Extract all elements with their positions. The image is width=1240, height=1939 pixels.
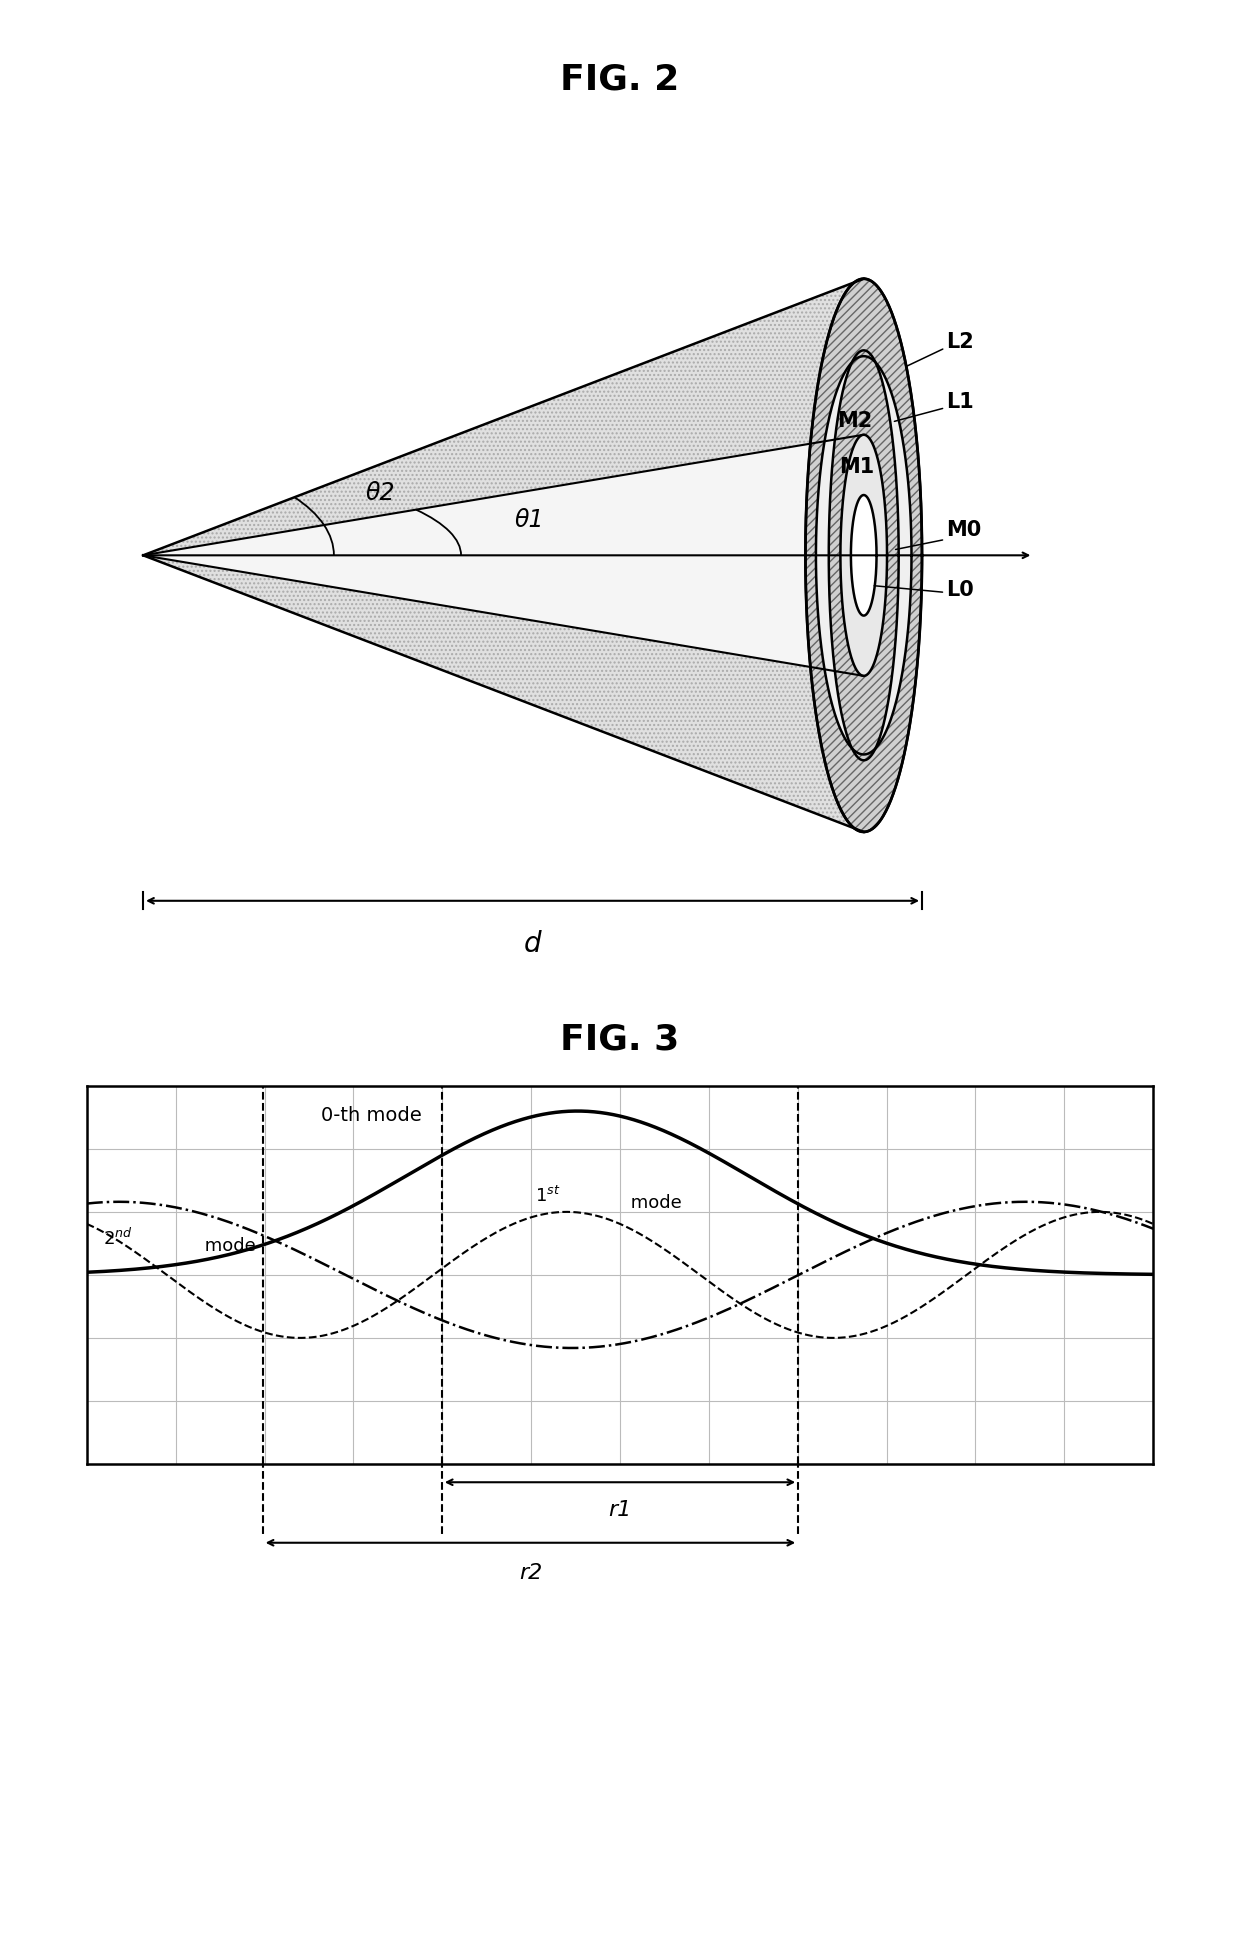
Text: L0: L0 (946, 580, 975, 599)
Text: FIG. 3: FIG. 3 (560, 1022, 680, 1057)
Text: r2: r2 (518, 1563, 542, 1582)
Text: M2: M2 (837, 411, 873, 430)
Polygon shape (143, 434, 864, 677)
Text: M1: M1 (839, 458, 874, 477)
Text: θ1: θ1 (515, 508, 543, 531)
Polygon shape (816, 351, 911, 760)
Text: FIG. 2: FIG. 2 (560, 62, 680, 97)
Text: M0: M0 (946, 520, 982, 541)
Text: 0-th mode: 0-th mode (321, 1105, 422, 1125)
Text: mode: mode (625, 1194, 682, 1212)
Text: r1: r1 (609, 1501, 631, 1520)
Polygon shape (806, 279, 923, 832)
Text: L2: L2 (946, 332, 975, 351)
Polygon shape (828, 351, 899, 760)
Text: $1^{st}$: $1^{st}$ (534, 1185, 560, 1206)
Polygon shape (806, 279, 923, 832)
Polygon shape (143, 555, 864, 832)
Polygon shape (851, 494, 877, 615)
Text: L1: L1 (946, 392, 975, 411)
Text: $2^{nd}$: $2^{nd}$ (103, 1227, 133, 1249)
Text: d: d (523, 931, 542, 958)
Polygon shape (143, 279, 864, 555)
Text: θ2: θ2 (366, 481, 396, 506)
Text: mode: mode (198, 1237, 255, 1255)
